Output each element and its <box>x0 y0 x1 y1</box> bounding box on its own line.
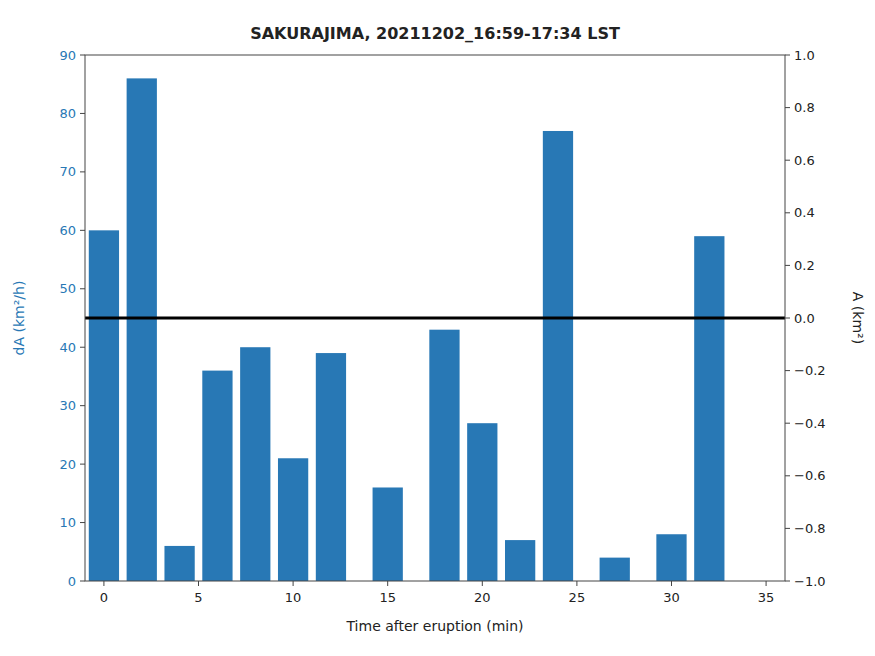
y-axis: 0 10 20 30 40 50 60 70 80 90 <box>59 48 85 589</box>
x-tick-label: 10 <box>285 590 302 605</box>
y-tick-label: 30 <box>59 398 76 413</box>
x-tick <box>766 581 767 586</box>
x-tick <box>103 581 104 586</box>
reference-line <box>85 317 785 320</box>
y-tick <box>80 464 85 465</box>
y2-tick-label: 0.2 <box>794 258 815 273</box>
y-tick <box>80 347 85 348</box>
bar <box>467 423 497 581</box>
y2-tick-label: 0.0 <box>794 311 815 326</box>
plot-area <box>85 78 785 581</box>
y-tick-label: 20 <box>59 457 76 472</box>
y-tick <box>80 522 85 523</box>
x-tick <box>671 581 672 586</box>
y-tick-label: 50 <box>59 281 76 296</box>
y-axis-label: dA (km²/h) <box>11 281 27 356</box>
y-tick <box>80 171 85 172</box>
bar <box>89 230 119 581</box>
y-tick-label: 0 <box>68 574 76 589</box>
y-tick-label: 10 <box>59 515 76 530</box>
y2-tick-label: −0.8 <box>794 521 826 536</box>
bar <box>505 540 535 581</box>
bar <box>373 487 403 581</box>
bar <box>127 78 157 581</box>
y-tick-label: 60 <box>59 223 76 238</box>
y2-axis: −1.0 −0.8 −0.6 −0.4 −0.2 0.0 0.2 0.4 0.6 0.8 1.0 <box>785 48 826 589</box>
title: SAKURAJIMA, 20211202_16:59-17:34 LST <box>250 24 620 43</box>
x-tick-label: 35 <box>758 590 775 605</box>
x-tick <box>293 581 294 586</box>
x-tick <box>387 581 388 586</box>
y2-tick-label: 0.6 <box>794 153 815 168</box>
y-tick <box>80 230 85 231</box>
x-tick-label: 30 <box>663 590 680 605</box>
bar <box>656 534 686 581</box>
y2-tick <box>785 160 790 161</box>
y-tick <box>80 55 85 56</box>
y2-tick-label: −0.2 <box>794 363 826 378</box>
y-tick-label: 90 <box>59 48 76 63</box>
y2-tick <box>785 528 790 529</box>
y-tick-label: 40 <box>59 340 76 355</box>
y2-tick <box>785 581 790 582</box>
y2-tick <box>785 107 790 108</box>
bar <box>429 330 459 581</box>
y2-tick-label: 1.0 <box>794 48 815 63</box>
bar <box>600 558 630 581</box>
x-axis-label: Time after eruption (min) <box>345 618 523 634</box>
y2-axis-label: A (km²) <box>850 292 866 344</box>
y2-tick <box>785 212 790 213</box>
y2-tick-label: −0.6 <box>794 468 826 483</box>
plot-frame <box>85 55 785 581</box>
bar <box>164 546 194 581</box>
y2-tick <box>785 265 790 266</box>
y2-tick <box>785 423 790 424</box>
x-tick <box>482 581 483 586</box>
x-tick-label: 0 <box>100 590 108 605</box>
bar <box>316 353 346 581</box>
y2-tick-label: −0.4 <box>794 416 826 431</box>
y2-tick <box>785 370 790 371</box>
y2-tick-label: 0.8 <box>794 100 815 115</box>
y2-tick <box>785 55 790 56</box>
bar <box>543 131 573 581</box>
x-tick-label: 15 <box>379 590 396 605</box>
y2-tick <box>785 475 790 476</box>
bar <box>202 371 232 581</box>
y-tick <box>80 288 85 289</box>
bar <box>278 458 308 581</box>
y2-tick <box>785 318 790 319</box>
y-tick-label: 80 <box>59 106 76 121</box>
x-tick <box>576 581 577 586</box>
x-tick-label: 5 <box>194 590 202 605</box>
y2-tick-label: 0.4 <box>794 205 815 220</box>
bar <box>240 347 270 581</box>
y-tick <box>80 581 85 582</box>
x-tick <box>198 581 199 586</box>
y-tick <box>80 113 85 114</box>
y2-tick-label: −1.0 <box>794 574 826 589</box>
x-tick-label: 20 <box>474 590 491 605</box>
y-tick-label: 70 <box>59 164 76 179</box>
bar <box>694 236 724 581</box>
y-tick <box>80 405 85 406</box>
x-tick-label: 25 <box>569 590 586 605</box>
x-axis: 0 5 10 15 20 25 30 35 <box>100 581 775 605</box>
chart: 0 5 10 15 20 25 30 35 0 10 20 30 40 50 60 70 80 90 −1.0 −0.… <box>0 0 875 656</box>
